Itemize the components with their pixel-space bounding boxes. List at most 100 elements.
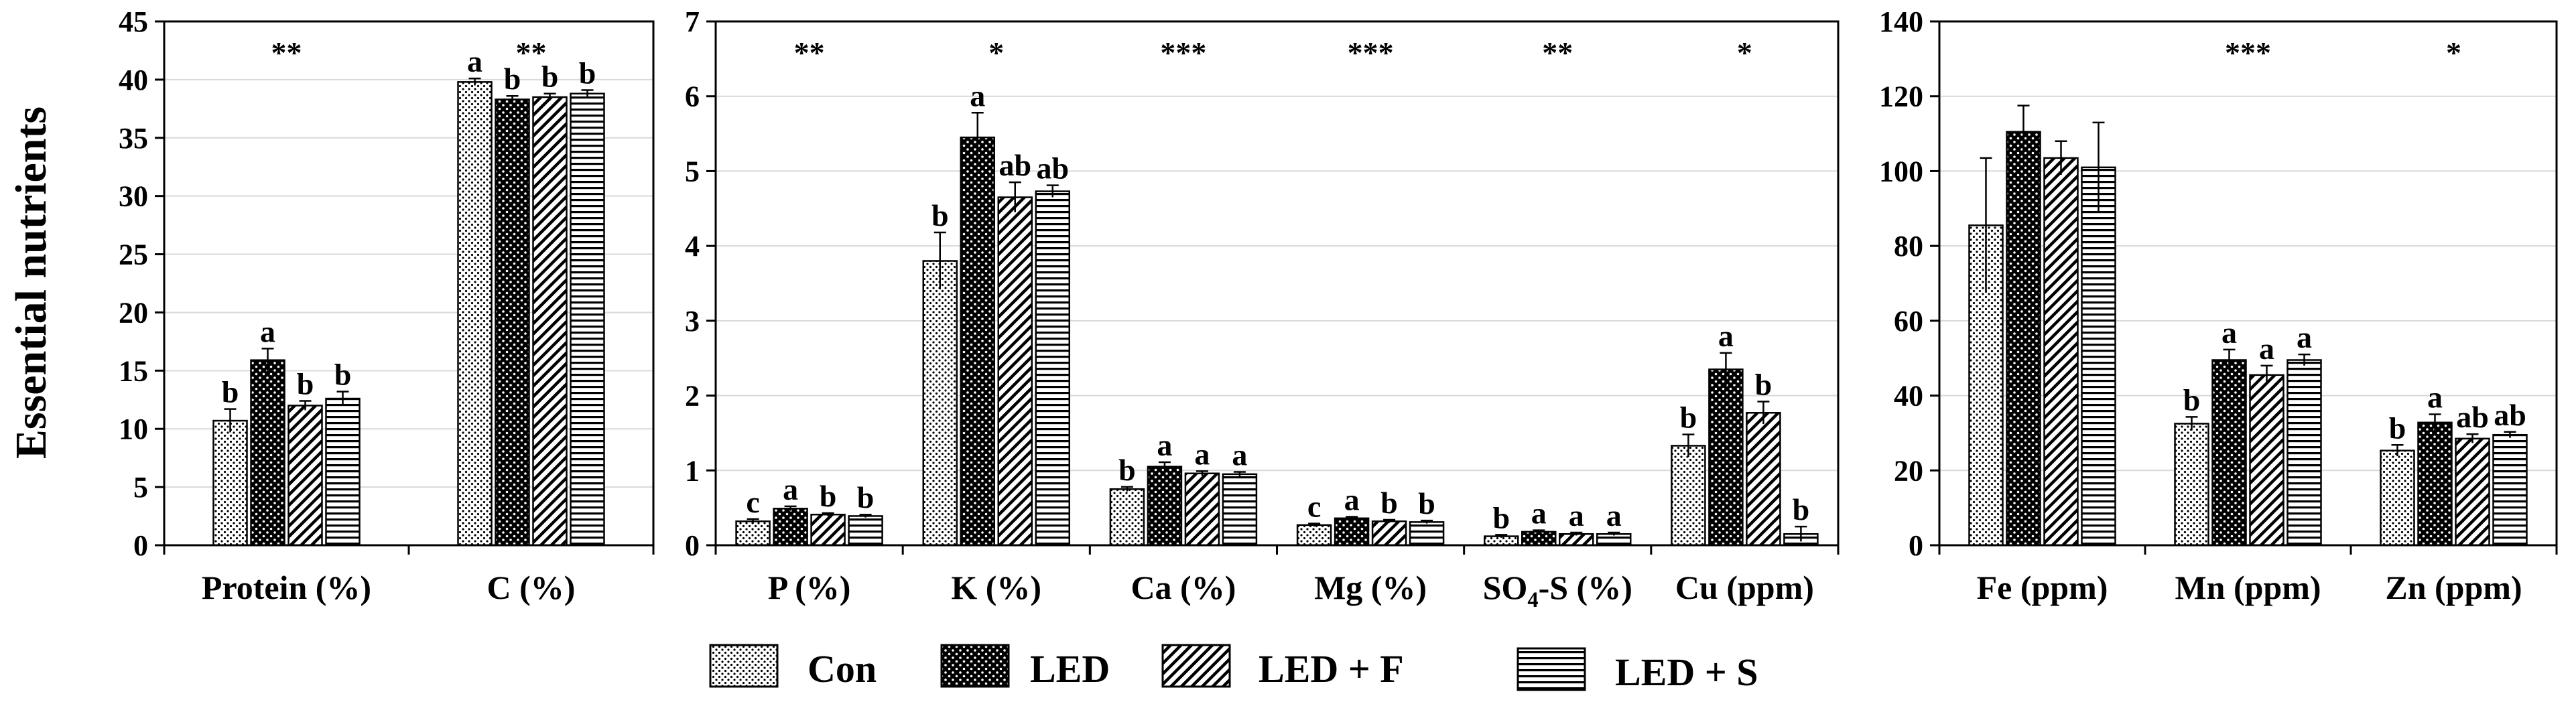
bar-led-zn-ppm bbox=[2417, 421, 2453, 547]
y-axis-title: Essential nutrients bbox=[7, 107, 56, 459]
bar-led-mg bbox=[1334, 517, 1370, 547]
bar-con-p bbox=[735, 520, 771, 547]
bar-led-cu-ppm bbox=[1708, 368, 1744, 547]
significance-letter: ab bbox=[999, 148, 1031, 182]
y-tick-label: 3 bbox=[685, 305, 700, 338]
significance-letter: b bbox=[222, 375, 239, 409]
category-label-k: K (%) bbox=[951, 569, 1041, 606]
significance-letter: a bbox=[1344, 483, 1360, 517]
y-tick-label: 7 bbox=[685, 5, 700, 38]
significance-letter: b bbox=[931, 198, 949, 232]
legend-swatch-con bbox=[709, 644, 779, 688]
significance-letter: c bbox=[746, 485, 759, 519]
legend-label-con: Con bbox=[808, 647, 877, 691]
legend-item-con: Con bbox=[709, 644, 877, 691]
y-tick-label: 40 bbox=[119, 64, 148, 96]
bar-led-so4-s bbox=[1521, 531, 1557, 547]
legend: Con LED LED + F LED + S bbox=[709, 644, 1758, 694]
y-tick-label: 0 bbox=[685, 529, 700, 562]
legend-swatch-led-f bbox=[1161, 644, 1231, 688]
significance-letter: b bbox=[1380, 486, 1398, 520]
significance-stars: * bbox=[2446, 36, 2461, 70]
significance-letter: a bbox=[1531, 496, 1547, 531]
significance-letter: a bbox=[970, 78, 985, 113]
significance-letter: b bbox=[504, 62, 521, 96]
significance-letter: a bbox=[467, 44, 482, 78]
bar-con-mn-ppm bbox=[2174, 423, 2209, 547]
significance-stars: ** bbox=[794, 36, 825, 70]
bar-led-s-protein bbox=[325, 397, 361, 547]
bar-led-f-zn-ppm bbox=[2455, 437, 2490, 547]
legend-label-led-s: LED + S bbox=[1615, 650, 1758, 694]
significance-stars: * bbox=[1737, 36, 1752, 70]
bar-led-protein bbox=[250, 359, 285, 547]
legend-label-led-f: LED + F bbox=[1259, 647, 1404, 691]
significance-letter: b bbox=[1793, 492, 1810, 526]
plot-frame bbox=[714, 20, 1840, 547]
category-label-cu-ppm: Cu (ppm) bbox=[1675, 569, 1814, 606]
significance-stars: *** bbox=[1160, 36, 1206, 70]
y-tick-label: 0 bbox=[133, 529, 148, 562]
significance-stars: ** bbox=[271, 36, 302, 70]
category-label-mg: Mg (%) bbox=[1314, 569, 1427, 606]
bar-led-f-p bbox=[810, 513, 846, 547]
significance-letter: a bbox=[1718, 319, 1734, 353]
y-tick-label: 100 bbox=[1879, 155, 1923, 188]
significance-letter: a bbox=[260, 314, 275, 348]
significance-letter: b bbox=[334, 358, 352, 392]
significance-letter: a bbox=[1569, 498, 1584, 533]
category-label-zn-ppm: Zn (ppm) bbox=[2385, 569, 2522, 606]
significance-stars: * bbox=[988, 36, 1004, 70]
bar-led-f-protein bbox=[287, 405, 323, 547]
y-tick-label: 15 bbox=[119, 354, 148, 387]
y-tick-label: 5 bbox=[685, 155, 700, 188]
y-tick-label: 2 bbox=[685, 380, 700, 413]
bar-led-s-mn-ppm bbox=[2287, 359, 2322, 547]
significance-letter: a bbox=[1606, 498, 1622, 533]
significance-letter: b bbox=[1680, 401, 1697, 435]
bar-led-k bbox=[960, 136, 995, 547]
bar-led-s-k bbox=[1035, 190, 1070, 547]
category-label-fe-ppm: Fe (ppm) bbox=[1977, 569, 2108, 606]
y-tick-label: 10 bbox=[119, 413, 148, 445]
y-tick-label: 4 bbox=[685, 230, 700, 263]
bar-led-s-p bbox=[848, 515, 883, 547]
category-label-p: P (%) bbox=[768, 569, 851, 606]
y-tick-label: 140 bbox=[1879, 5, 1923, 38]
significance-letter: b bbox=[541, 60, 559, 94]
bar-led-f-fe-ppm bbox=[2043, 157, 2079, 547]
y-tick-label: 35 bbox=[119, 122, 148, 155]
significance-letter: b bbox=[1418, 486, 1435, 520]
bar-led-mn-ppm bbox=[2211, 359, 2247, 547]
y-tick-label: 20 bbox=[119, 296, 148, 329]
y-tick-label: 25 bbox=[119, 238, 148, 271]
significance-letter: a bbox=[2259, 332, 2274, 366]
bar-led-f-k bbox=[997, 196, 1033, 547]
y-tick-label: 80 bbox=[1894, 230, 1923, 263]
significance-stars: *** bbox=[2225, 36, 2271, 70]
significance-letter: a bbox=[2221, 315, 2237, 350]
category-label-ca: Ca (%) bbox=[1131, 569, 1236, 606]
bar-led-ca bbox=[1147, 466, 1183, 547]
y-tick-label: 45 bbox=[119, 5, 148, 38]
chart-panel-1: bab b**Protein (%)ab b b**C (%)051015202530… bbox=[119, 5, 655, 606]
category-label-c: C (%) bbox=[487, 569, 576, 606]
category-label-protein: Protein (%) bbox=[202, 569, 371, 606]
legend-item-led-s: LED + S bbox=[1517, 647, 1758, 694]
bar-led-s-fe-ppm bbox=[2081, 166, 2116, 547]
bar-led-s-mg bbox=[1409, 521, 1445, 547]
significance-letter: b bbox=[857, 480, 875, 514]
significance-letter: a bbox=[2427, 380, 2443, 415]
y-tick-label: 120 bbox=[1879, 80, 1923, 113]
significance-letter: b bbox=[297, 367, 314, 401]
significance-letter: b bbox=[2183, 382, 2201, 417]
significance-stars: ** bbox=[516, 36, 547, 70]
significance-letter: a bbox=[783, 472, 798, 506]
bar-led-f-so4-s bbox=[1559, 533, 1594, 547]
bar-led-f-ca bbox=[1184, 472, 1220, 547]
bar-led-s-c bbox=[570, 92, 605, 547]
legend-item-led: LED bbox=[940, 644, 1110, 691]
bar-led-p bbox=[773, 508, 808, 547]
